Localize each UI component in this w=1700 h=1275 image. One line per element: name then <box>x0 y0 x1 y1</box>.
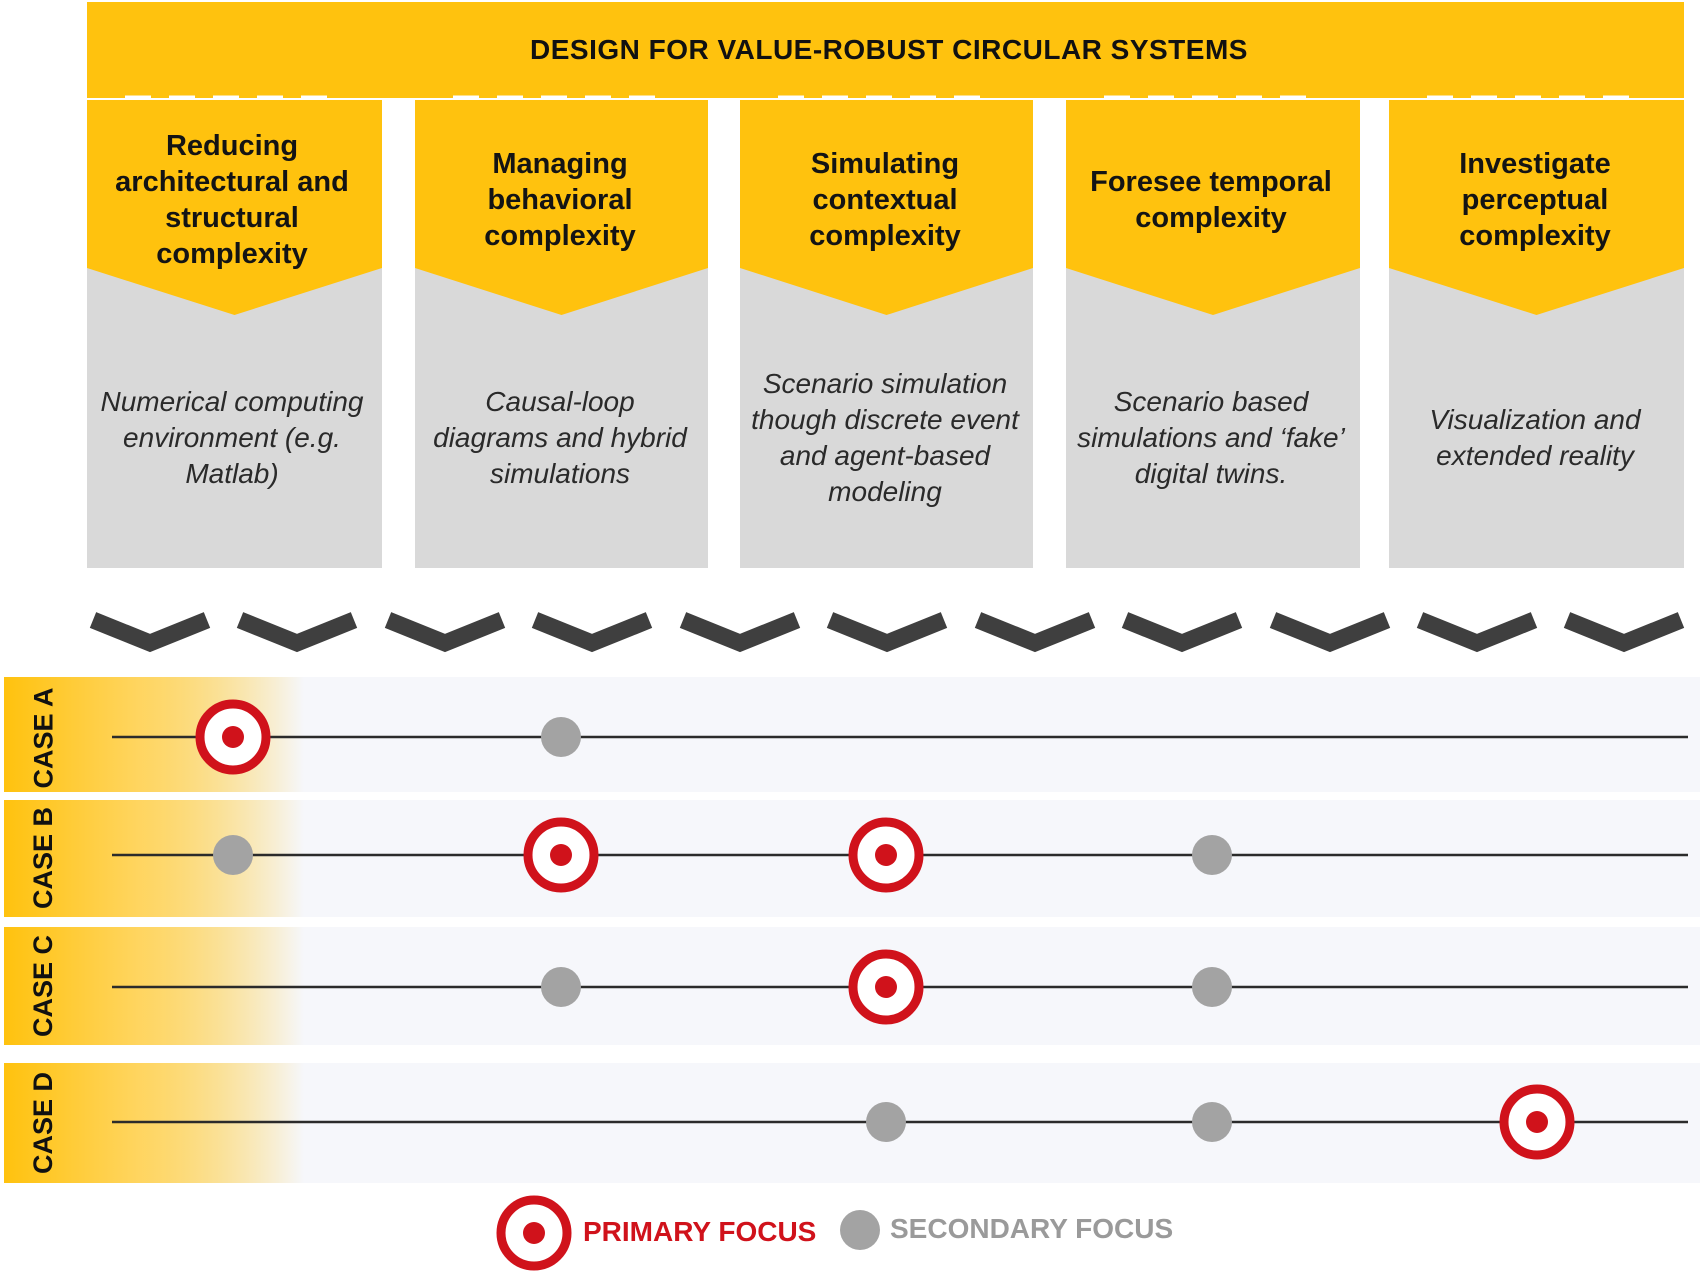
column-2-description: Causal-loop diagrams and hybrid simulati… <box>433 385 687 489</box>
secondary-marker <box>866 1102 906 1142</box>
column-4-heading: Foresee temporal complexity <box>1090 166 1332 234</box>
secondary-marker <box>541 717 581 757</box>
card-tab-1 <box>87 100 382 315</box>
chevron-10 <box>1416 612 1538 653</box>
primary-marker-dot <box>875 976 897 998</box>
column-1-heading: Reducing architectural and structural co… <box>115 130 349 270</box>
legend-secondary-icon <box>840 1210 880 1250</box>
card-tab-5 <box>1389 100 1684 315</box>
secondary-marker <box>1192 967 1232 1007</box>
column-2-heading: Managing behavioral complexity <box>484 148 636 252</box>
chevron-5 <box>679 612 801 653</box>
case-rows <box>4 677 1700 1183</box>
chevron-7 <box>974 612 1096 653</box>
case-c-label: CASE C <box>28 934 59 1037</box>
case-d-label: CASE D <box>28 1071 59 1174</box>
card-tab-3 <box>740 100 1033 315</box>
chevron-1 <box>89 612 211 653</box>
chevron-row <box>89 612 1685 653</box>
column-card-5 <box>1389 100 1684 568</box>
case-b-label: CASE B <box>28 806 59 909</box>
header-band-fill <box>87 2 1684 98</box>
chevron-4 <box>531 612 653 653</box>
column-5-description: Visualization and extended reality <box>1429 403 1641 471</box>
chevron-6 <box>826 612 948 653</box>
primary-marker-dot <box>875 844 897 866</box>
case-row-2 <box>4 800 1700 917</box>
chevron-2 <box>236 612 358 653</box>
chevron-8 <box>1121 612 1243 653</box>
column-3-heading: Simulating contextual complexity <box>809 148 961 252</box>
header-band <box>87 2 1684 101</box>
case-a-label: CASE A <box>28 686 59 789</box>
case-row-4 <box>4 1063 1700 1183</box>
secondary-marker <box>1192 835 1232 875</box>
column-1-description: Numerical computing environment (e.g. Ma… <box>100 385 364 489</box>
primary-marker-dot <box>1526 1111 1548 1133</box>
card-tab-2 <box>415 100 708 315</box>
chevron-11 <box>1563 612 1685 653</box>
legend-markers <box>496 1195 880 1271</box>
column-4-description: Scenario based simulations and ‘fake’ di… <box>1077 385 1345 489</box>
column-card-4 <box>1066 100 1360 568</box>
secondary-marker <box>541 967 581 1007</box>
column-card-3 <box>740 100 1033 568</box>
case-row-3 <box>4 927 1700 1045</box>
diagram-title: DESIGN FOR VALUE-ROBUST CIRCULAR SYSTEMS <box>530 34 1248 65</box>
column-card-1 <box>87 100 382 568</box>
secondary-marker <box>1192 1102 1232 1142</box>
chevron-9 <box>1269 612 1391 653</box>
card-tab-4 <box>1066 100 1360 315</box>
secondary-marker <box>213 835 253 875</box>
primary-marker-dot <box>222 726 244 748</box>
case-row-1 <box>4 677 1700 792</box>
column-3-description: Scenario simulation though discrete even… <box>751 367 1019 507</box>
column-5-heading: Investigate perceptual complexity <box>1459 148 1611 252</box>
legend-primary-icon-dot <box>523 1222 545 1244</box>
chevron-3 <box>384 612 506 653</box>
case-row-label-bg-2 <box>4 800 304 917</box>
legend-primary-label: PRIMARY FOCUS <box>583 1216 817 1247</box>
column-cards <box>87 100 1684 568</box>
legend-secondary-label: SECONDARY FOCUS <box>890 1213 1174 1244</box>
column-card-2 <box>415 100 708 568</box>
primary-marker-dot <box>550 844 572 866</box>
